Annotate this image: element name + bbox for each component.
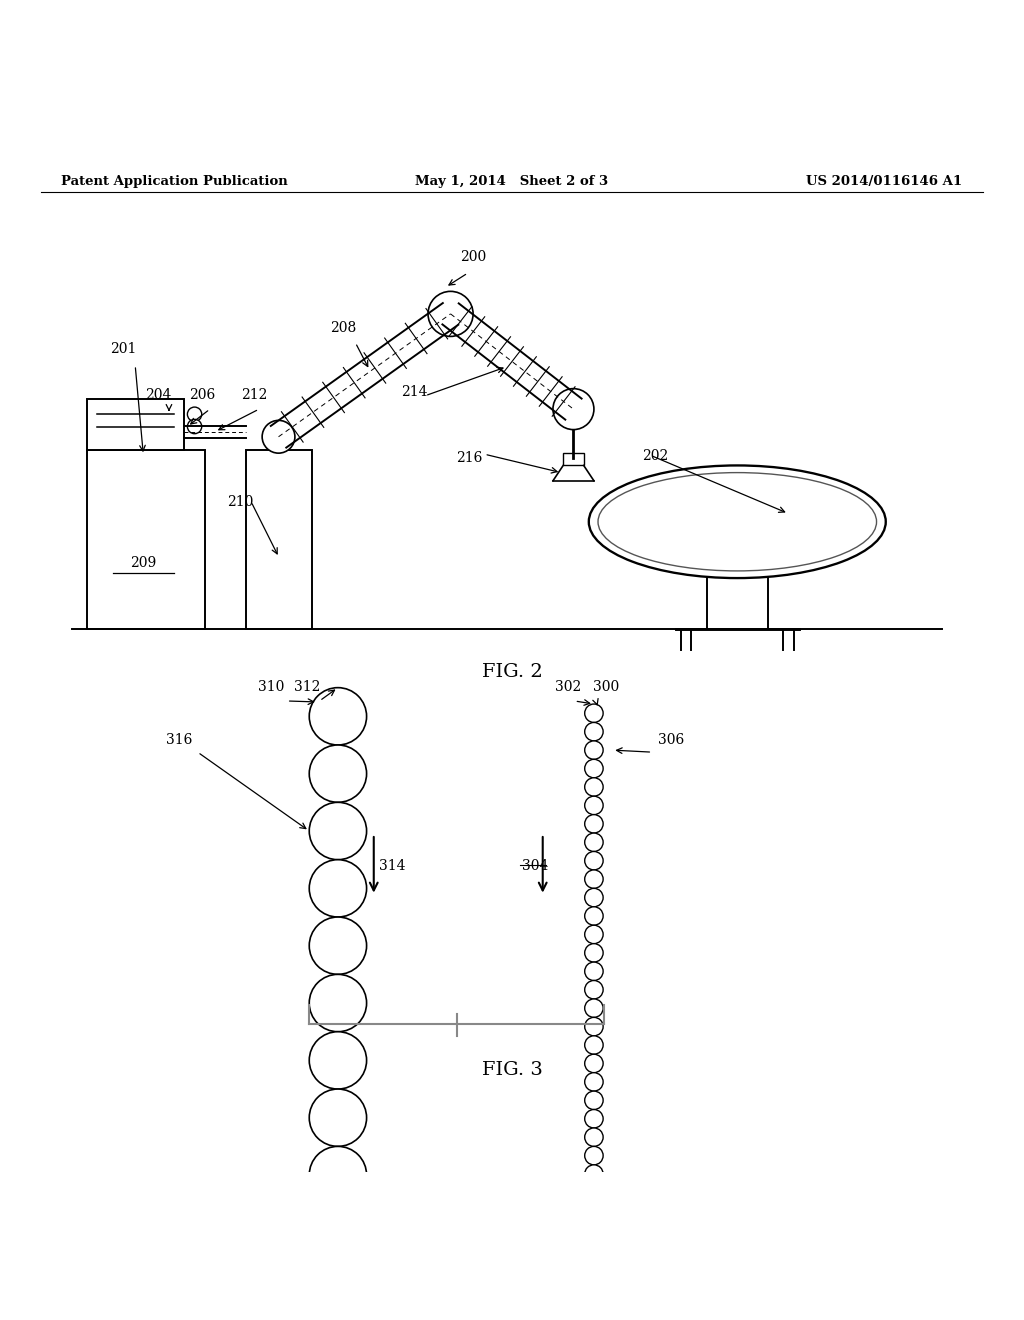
Circle shape bbox=[309, 803, 367, 859]
Circle shape bbox=[585, 999, 603, 1018]
Text: 212: 212 bbox=[241, 388, 267, 401]
Circle shape bbox=[585, 777, 603, 796]
Circle shape bbox=[585, 1183, 603, 1201]
Text: 210: 210 bbox=[227, 495, 254, 510]
Text: Patent Application Publication: Patent Application Publication bbox=[61, 174, 288, 187]
Text: 200: 200 bbox=[460, 249, 486, 264]
Circle shape bbox=[585, 741, 603, 759]
Circle shape bbox=[309, 1319, 367, 1320]
Circle shape bbox=[309, 859, 367, 917]
Text: 214: 214 bbox=[401, 385, 428, 399]
Circle shape bbox=[309, 1146, 367, 1204]
Circle shape bbox=[585, 722, 603, 741]
Circle shape bbox=[585, 1164, 603, 1183]
Text: US 2014/0116146 A1: US 2014/0116146 A1 bbox=[807, 174, 963, 187]
Text: 314: 314 bbox=[379, 859, 406, 873]
Circle shape bbox=[585, 1018, 603, 1036]
Circle shape bbox=[585, 925, 603, 944]
Circle shape bbox=[309, 1032, 367, 1089]
Text: 208: 208 bbox=[330, 321, 356, 335]
Ellipse shape bbox=[589, 466, 886, 578]
Circle shape bbox=[585, 833, 603, 851]
Circle shape bbox=[309, 974, 367, 1032]
Text: 306: 306 bbox=[657, 733, 684, 747]
Text: 310: 310 bbox=[258, 680, 285, 694]
Circle shape bbox=[585, 1294, 603, 1312]
Text: 206: 206 bbox=[188, 388, 215, 401]
Text: 204: 204 bbox=[145, 388, 172, 401]
Circle shape bbox=[585, 1238, 603, 1257]
Text: 216: 216 bbox=[456, 451, 482, 466]
Circle shape bbox=[585, 1275, 603, 1294]
Circle shape bbox=[585, 962, 603, 981]
Circle shape bbox=[585, 944, 603, 962]
Circle shape bbox=[309, 917, 367, 974]
Text: 316: 316 bbox=[166, 733, 193, 747]
FancyBboxPatch shape bbox=[246, 450, 312, 630]
Text: 202: 202 bbox=[642, 449, 669, 463]
Circle shape bbox=[585, 796, 603, 814]
Circle shape bbox=[585, 888, 603, 907]
Text: 304: 304 bbox=[522, 859, 549, 873]
Text: 300: 300 bbox=[593, 680, 620, 694]
Circle shape bbox=[309, 1261, 367, 1319]
Text: 302: 302 bbox=[555, 680, 582, 694]
Circle shape bbox=[309, 744, 367, 803]
Text: FIG. 2: FIG. 2 bbox=[481, 663, 543, 681]
Circle shape bbox=[585, 1110, 603, 1129]
Circle shape bbox=[428, 292, 473, 337]
Circle shape bbox=[585, 704, 603, 722]
Circle shape bbox=[585, 1201, 603, 1220]
Text: 312: 312 bbox=[294, 680, 321, 694]
Circle shape bbox=[309, 688, 367, 744]
Ellipse shape bbox=[598, 473, 877, 572]
Circle shape bbox=[585, 759, 603, 777]
Text: 209: 209 bbox=[130, 556, 157, 570]
Circle shape bbox=[585, 814, 603, 833]
Circle shape bbox=[585, 1257, 603, 1275]
FancyBboxPatch shape bbox=[563, 453, 584, 466]
Circle shape bbox=[187, 407, 202, 421]
FancyBboxPatch shape bbox=[87, 399, 184, 450]
Circle shape bbox=[585, 1220, 603, 1238]
Circle shape bbox=[585, 1055, 603, 1073]
Text: May 1, 2014   Sheet 2 of 3: May 1, 2014 Sheet 2 of 3 bbox=[416, 174, 608, 187]
Text: FIG. 3: FIG. 3 bbox=[481, 1061, 543, 1080]
Circle shape bbox=[585, 851, 603, 870]
Text: 201: 201 bbox=[110, 342, 136, 356]
Circle shape bbox=[585, 1036, 603, 1055]
Circle shape bbox=[585, 981, 603, 999]
Circle shape bbox=[585, 870, 603, 888]
Circle shape bbox=[585, 1073, 603, 1092]
Circle shape bbox=[585, 1092, 603, 1110]
Circle shape bbox=[585, 1129, 603, 1146]
Circle shape bbox=[553, 388, 594, 429]
Circle shape bbox=[309, 1204, 367, 1261]
Circle shape bbox=[187, 420, 202, 434]
Circle shape bbox=[309, 1089, 367, 1146]
Circle shape bbox=[262, 420, 295, 453]
Circle shape bbox=[585, 907, 603, 925]
Circle shape bbox=[585, 1146, 603, 1164]
FancyBboxPatch shape bbox=[87, 450, 205, 630]
